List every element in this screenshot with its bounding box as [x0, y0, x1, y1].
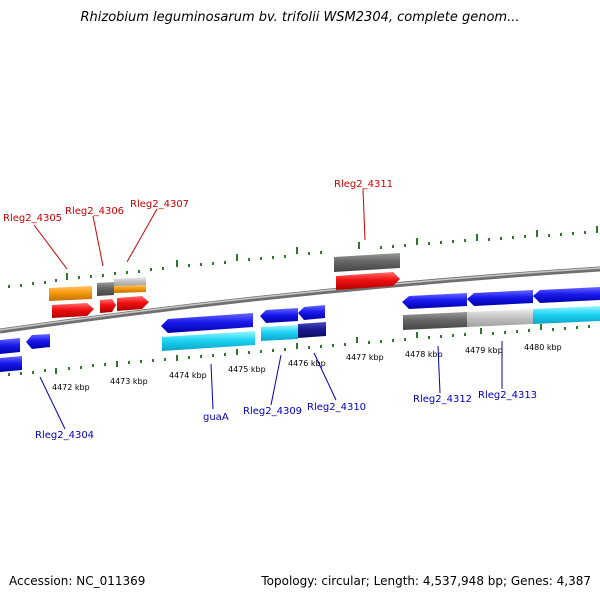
scale-label: 4476 kbp — [288, 359, 326, 368]
gene-arrow[interactable] — [0, 338, 20, 354]
gene-arrow[interactable] — [260, 308, 298, 323]
gene-arrow[interactable] — [533, 287, 600, 303]
gene-arrow[interactable] — [26, 334, 50, 349]
gene-arrow[interactable] — [52, 303, 94, 318]
minus-gene-labels[interactable]: Rleg2_4304 guaA Rleg2_4309 Rleg2_4310 Rl… — [35, 390, 537, 441]
gene-bar[interactable] — [533, 306, 600, 324]
gene-arrow[interactable] — [336, 272, 400, 290]
gene-bar[interactable] — [334, 253, 400, 272]
scale-label: 4475 kbp — [228, 365, 266, 374]
gene-bar[interactable] — [97, 282, 114, 296]
accession-text: Accession: NC_011369 — [9, 574, 146, 588]
gene-arrow[interactable] — [117, 296, 149, 311]
scale-label: 4478 kbp — [405, 350, 443, 359]
genome-summary-text: Topology: circular; Length: 4,537,948 bp… — [261, 574, 591, 588]
gene-arrow[interactable] — [298, 305, 325, 320]
plus-gene-labels[interactable]: Rleg2_4305 Rleg2_4306 Rleg2_4307 Rleg2_4… — [3, 179, 393, 224]
gene-label-rleg2-4311: Rleg2_4311 — [334, 179, 393, 190]
minus-label-leaders — [39, 341, 503, 430]
gene-arrow[interactable] — [100, 299, 116, 313]
gene-bar[interactable] — [162, 331, 255, 351]
gene-label-rleg2-4310: Rleg2_4310 — [307, 402, 366, 413]
gene-arrow[interactable] — [402, 293, 467, 309]
gene-label-rleg2-4313: Rleg2_4313 — [478, 390, 537, 401]
plus-strand-genes[interactable] — [49, 253, 400, 318]
plus-label-leaders — [33, 188, 366, 270]
plus-strand-ticks — [8, 226, 598, 288]
gene-label-rleg2-4304: Rleg2_4304 — [35, 430, 94, 441]
gene-bar[interactable] — [467, 309, 533, 327]
gene-bar[interactable] — [114, 277, 146, 286]
gene-bar[interactable] — [298, 322, 326, 338]
gene-label-guaA: guaA — [203, 412, 229, 423]
gene-label-rleg2-4306: Rleg2_4306 — [65, 206, 124, 217]
scale-label: 4474 kbp — [169, 371, 207, 380]
gene-bar[interactable] — [0, 356, 22, 372]
scale-label: 4480 kbp — [524, 343, 562, 352]
minus-strand-ticks — [8, 324, 590, 376]
gene-label-rleg2-4307: Rleg2_4307 — [130, 199, 189, 210]
minus-strand-genes[interactable] — [0, 287, 600, 372]
gene-bar[interactable] — [49, 286, 92, 301]
scale-label: 4473 kbp — [110, 377, 148, 386]
gene-arrow[interactable] — [467, 290, 533, 306]
scale-labels: 4472 kbp 4473 kbp 4474 kbp 4475 kbp 4476… — [52, 343, 562, 392]
gene-bar[interactable] — [114, 285, 146, 293]
genome-backbone — [0, 266, 600, 334]
map-title: Rhizobium leguminosarum bv. trifolii WSM… — [80, 10, 520, 25]
gene-label-rleg2-4305: Rleg2_4305 — [3, 213, 62, 224]
scale-label: 4477 kbp — [346, 353, 384, 362]
gene-bar[interactable] — [403, 312, 467, 330]
scale-label: 4479 kbp — [465, 346, 503, 355]
gene-label-rleg2-4312: Rleg2_4312 — [413, 394, 472, 405]
gene-arrow[interactable] — [161, 313, 253, 333]
gene-label-rleg2-4309: Rleg2_4309 — [243, 406, 302, 417]
scale-label: 4472 kbp — [52, 383, 90, 392]
gene-bar[interactable] — [261, 325, 298, 341]
